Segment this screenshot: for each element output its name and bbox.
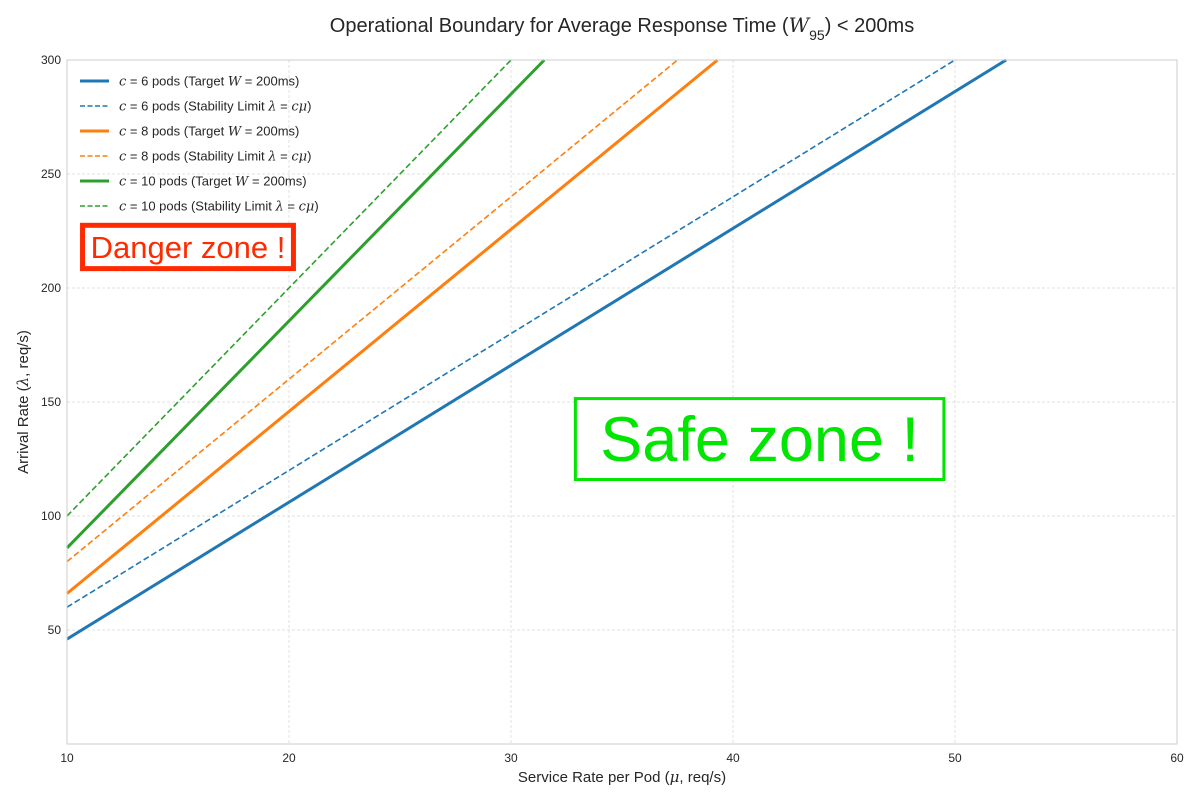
legend-label: c = 6 pods (Target W = 200ms) [119, 74, 299, 90]
annotation-text: Danger zone ! [91, 230, 286, 265]
y-axis-label: Arrival Rate (λ, req/s) [14, 330, 32, 474]
legend-label: c = 8 pods (Target W = 200ms) [119, 124, 299, 140]
legend-item: c = 10 pods (Target W = 200ms) [80, 174, 307, 190]
x-tick-label: 60 [1170, 751, 1184, 765]
y-tick-label: 300 [41, 53, 61, 67]
series-line-5-target [65, 58, 546, 549]
x-tick-label: 50 [948, 751, 962, 765]
legend-label: c = 10 pods (Stability Limit λ = cμ) [119, 199, 319, 215]
annotation-layer: Danger zone ! Safe zone ! [80, 222, 946, 482]
y-tick-label: 50 [48, 623, 62, 637]
danger-zone-annotation: Danger zone ! [80, 222, 296, 272]
series-layer [65, 58, 1007, 641]
x-tick-label: 40 [726, 751, 740, 765]
legend-label: c = 8 pods (Stability Limit λ = cμ) [119, 149, 311, 165]
legend-item: c = 8 pods (Target W = 200ms) [80, 124, 299, 140]
legend: c = 6 pods (Target W = 200ms) c = 6 pods … [80, 74, 319, 215]
series-line-2-stability-limit [66, 59, 956, 608]
y-tick-label: 150 [41, 395, 61, 409]
series-line-4-stability-limit [66, 59, 679, 563]
x-tick-label: 10 [60, 751, 74, 765]
y-tick-label: 250 [41, 167, 61, 181]
tick-layer: 10 20 30 40 50 60 50 100 150 200 250 300 [41, 53, 1184, 765]
legend-label: c = 10 pods (Target W = 200ms) [119, 174, 307, 190]
x-tick-label: 30 [504, 751, 518, 765]
annotation-box [573, 397, 946, 482]
annotation-box [80, 222, 296, 272]
series-line-1-target [66, 58, 1007, 641]
x-axis-label: Service Rate per Pod (μ, req/s) [518, 768, 726, 786]
legend-item: c = 10 pods (Stability Limit λ = cμ) [80, 199, 319, 215]
legend-item: c = 6 pods (Stability Limit λ = cμ) [80, 99, 311, 115]
y-tick-label: 100 [41, 509, 61, 523]
y-tick-label: 200 [41, 281, 61, 295]
chart-title: Operational Boundary for Average Respons… [330, 13, 914, 43]
plot-frame [66, 59, 1178, 745]
x-tick-label: 20 [282, 751, 296, 765]
series-line-6-stability-limit [66, 59, 512, 517]
legend-item: c = 6 pods (Target W = 200ms) [80, 74, 299, 90]
series-line-3-target [66, 58, 719, 595]
safe-zone-annotation: Safe zone ! [573, 397, 946, 482]
legend-label: c = 6 pods (Stability Limit λ = cμ) [119, 99, 311, 115]
annotation-text: Safe zone ! [600, 405, 919, 475]
legend-item: c = 8 pods (Stability Limit λ = cμ) [80, 149, 311, 165]
